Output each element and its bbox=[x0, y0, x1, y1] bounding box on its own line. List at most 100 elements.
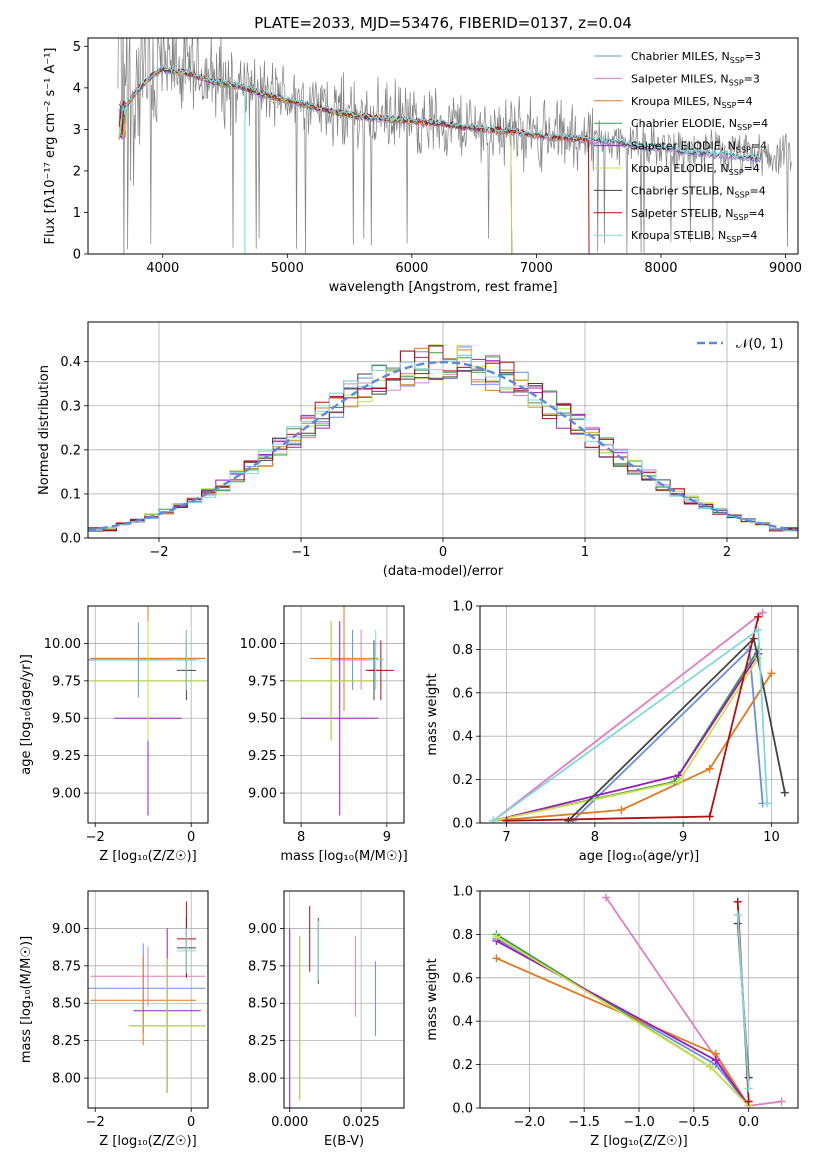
weight-marker-chabrier_stelib bbox=[564, 816, 573, 823]
y-tick-label: 9.50 bbox=[52, 712, 81, 727]
x-axis-label: wavelength [Angstrom, rest frame] bbox=[329, 280, 558, 295]
weight-marker-salpeter_miles bbox=[758, 608, 767, 617]
y-tick-label: 0.0 bbox=[452, 817, 473, 832]
x-tick-label: 7 bbox=[502, 830, 510, 845]
legend-entry-name: Salpeter ELODIE, N bbox=[631, 140, 736, 153]
weight-marker-kroupa_elodie bbox=[492, 932, 501, 941]
x-tick-label: 0 bbox=[187, 1115, 195, 1130]
weight-marker-salpeter_stelib bbox=[705, 812, 714, 821]
x-tick-label: 8000 bbox=[644, 261, 677, 276]
x-tick-label: 8 bbox=[591, 830, 599, 845]
weight-marker-kroupa_elodie bbox=[706, 1062, 715, 1071]
y-tick-label: 9.50 bbox=[248, 712, 277, 727]
y-tick-label: 8.25 bbox=[52, 1034, 81, 1049]
y-tick-label: 0.6 bbox=[452, 971, 473, 986]
weight-marker-salpeter_miles bbox=[777, 1097, 786, 1106]
y-tick-label: 8.50 bbox=[52, 997, 81, 1012]
legend-entry-subscript: SSP bbox=[737, 123, 752, 132]
legend-entry-subscript: SSP bbox=[730, 56, 745, 65]
y-tick-label: 9.00 bbox=[248, 787, 277, 802]
legend-entry-name: Salpeter MILES, N bbox=[631, 72, 729, 85]
plot-area-residuals bbox=[88, 322, 798, 538]
y-tick-label: 5 bbox=[73, 40, 81, 55]
x-tick-label: −2 bbox=[86, 1115, 105, 1130]
x-tick-label: −1.0 bbox=[623, 1115, 655, 1130]
legend-entry-name: Kroupa MILES, N bbox=[631, 95, 721, 108]
normal-curve bbox=[88, 360, 798, 532]
y-tick-label: 0.2 bbox=[60, 443, 81, 458]
weight-line-chabrier_elodie bbox=[493, 648, 760, 822]
axes-frame bbox=[479, 890, 799, 1109]
y-axis-label: Normed distribution bbox=[37, 365, 52, 495]
legend-entry-subscript: SSP bbox=[729, 78, 744, 87]
weight-marker-kroupa_miles bbox=[705, 764, 714, 773]
x-tick-label: 9 bbox=[383, 830, 391, 845]
figure-title: PLATE=2033, MJD=53476, FIBERID=0137, z=0… bbox=[254, 14, 632, 32]
y-axis-label: mass [log₁₀(M/M☉)] bbox=[19, 936, 34, 1063]
y-tick-label: 2 bbox=[73, 164, 81, 179]
x-tick-label: −2 bbox=[86, 830, 105, 845]
axes-frame bbox=[283, 890, 405, 1109]
y-tick-label: 9.00 bbox=[52, 922, 81, 937]
y-tick-label: 0.6 bbox=[452, 686, 473, 701]
y-tick-label: 0.8 bbox=[452, 643, 473, 658]
weight-marker-salpeter_stelib bbox=[733, 897, 742, 906]
x-axis-label: E(B-V) bbox=[324, 1134, 364, 1149]
panel-mass_vs_ebv: 0.000 0.025 8.00 8.25 8.50 8.75 9.00 E(B-V) bbox=[248, 890, 405, 1149]
legend-entry-kroupa_miles: Kroupa MILES, NSSP=4 bbox=[631, 95, 753, 110]
y-tick-label: 0.0 bbox=[452, 1102, 473, 1117]
legend-entry-name: Chabrier MILES, N bbox=[631, 50, 730, 63]
x-axis-label: Z [log₁₀(Z/Z☉)] bbox=[590, 1134, 687, 1149]
legend-entry-salpeter_elodie: Salpeter ELODIE, NSSP=4 bbox=[631, 140, 767, 155]
weight-line-kroupa_miles bbox=[496, 957, 750, 1107]
legend-entry-name: Chabrier STELIB, N bbox=[631, 184, 735, 197]
legend-entry-suffix: =4 bbox=[736, 95, 752, 108]
legend-entry-subscript: SSP bbox=[729, 168, 744, 177]
weight-marker-salpeter_stelib bbox=[502, 816, 511, 823]
y-tick-label: 0.0 bbox=[60, 532, 81, 547]
panel-mass_vs_Z: −2 0 8.00 8.25 8.50 8.75 9.00 Z [log₁₀(Z/Z☉)] ma… bbox=[19, 890, 209, 1149]
x-axis-label: Z [log₁₀(Z/Z☉)] bbox=[99, 1134, 196, 1149]
x-tick-label: 0.025 bbox=[343, 1115, 380, 1130]
plot-area-age_vs_mass bbox=[284, 606, 404, 823]
plot-area-mass_vs_ebv bbox=[284, 891, 404, 1108]
y-axis-label: mass weight bbox=[425, 673, 440, 755]
weight-marker-kroupa_stelib bbox=[754, 625, 763, 634]
panel-weight_vs_age: 7 8 9 10 0.0 0.2 0.4 0.6 0.8 1.0 age [log₁₀(age/yr… bbox=[425, 600, 799, 864]
y-tick-label: 0.3 bbox=[60, 399, 81, 414]
panel-residuals: −2 −1 0 1 2 0.0 0.1 0.2 0.3 0.4 (data-model)/error… bbox=[37, 321, 799, 579]
weight-marker-kroupa_elodie bbox=[674, 777, 683, 786]
weight-line-kroupa_miles bbox=[493, 672, 773, 822]
legend-entry-subscript: SSP bbox=[735, 190, 750, 199]
legend-entry-suffix: =4 bbox=[751, 140, 767, 153]
panel-age_vs_Z: −2 0 9.00 9.25 9.50 9.75 10.00 Z [log₁₀(Z/Z☉)] a… bbox=[19, 605, 209, 864]
legend-entry-name: Salpeter STELIB, N bbox=[631, 207, 733, 220]
panel-age_vs_mass: 8 9 9.00 9.25 9.50 9.75 10.00 mass [log₁₀(M/M☉)… bbox=[240, 605, 408, 864]
legend-entry-salpeter_stelib: Salpeter STELIB, NSSP=4 bbox=[631, 207, 765, 222]
x-axis-label: (data-model)/error bbox=[383, 564, 504, 579]
weight-marker-salpeter_stelib bbox=[744, 1097, 753, 1106]
panel-spectrum: 4000 5000 6000 7000 8000 9000 0 1 2 3 4 5 wavelength… bbox=[43, 37, 802, 295]
x-tick-label: 0 bbox=[187, 830, 195, 845]
y-tick-label: 1.0 bbox=[452, 600, 473, 615]
legend-entry-name: Chabrier ELODIE, N bbox=[631, 117, 737, 130]
y-tick-label: 0.2 bbox=[452, 1058, 473, 1073]
y-tick-label: 3 bbox=[73, 123, 81, 138]
y-tick-label: 1.0 bbox=[452, 885, 473, 900]
weight-line-kroupa_stelib bbox=[736, 914, 750, 1089]
legend-entry-chabrier_miles: Chabrier MILES, NSSP=3 bbox=[631, 50, 761, 65]
weight-line-salpeter_elodie bbox=[495, 940, 750, 1107]
legend-entry-suffix: =4 bbox=[750, 184, 766, 197]
y-tick-label: 9.75 bbox=[52, 674, 81, 689]
weight-marker-kroupa_miles bbox=[492, 954, 501, 963]
y-tick-label: 0.4 bbox=[60, 355, 81, 370]
x-tick-label: 5000 bbox=[271, 261, 304, 276]
x-tick-label: 0 bbox=[439, 545, 447, 560]
x-tick-label: 8 bbox=[297, 830, 305, 845]
model-line-chabrier_elodie bbox=[118, 67, 513, 254]
x-tick-label: −0.5 bbox=[678, 1115, 710, 1130]
y-axis-label: mass weight bbox=[425, 958, 440, 1040]
legend-entry-suffix: =4 bbox=[748, 207, 764, 220]
x-tick-label: 7000 bbox=[520, 261, 553, 276]
